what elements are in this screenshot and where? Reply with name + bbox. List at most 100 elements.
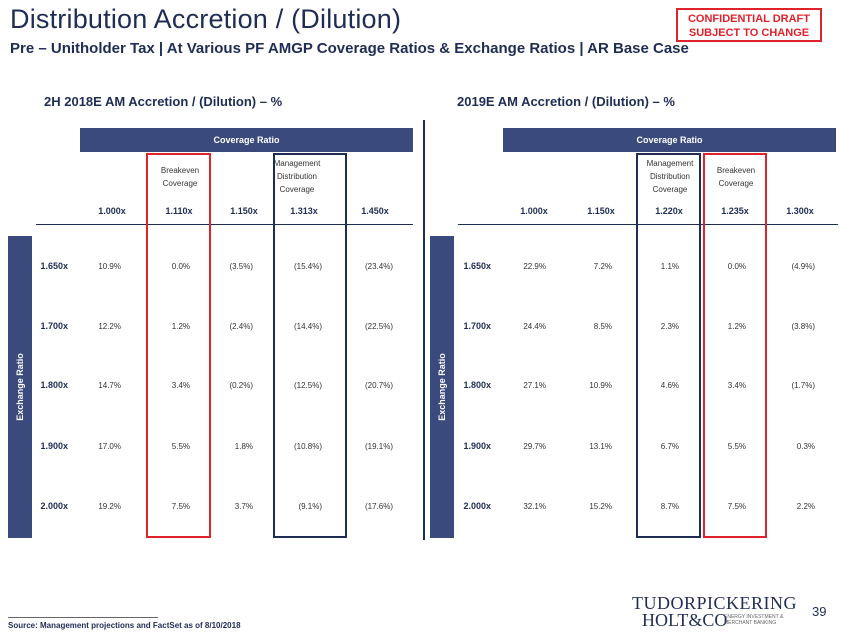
left-row-label: 1.650x	[40, 261, 68, 271]
left-cell: 1.2%	[171, 322, 190, 331]
left-cell: 5.5%	[171, 442, 190, 451]
left-cell: (20.7%)	[364, 381, 393, 390]
left-cell: (15.4%)	[293, 262, 322, 271]
right-management-highlight-box	[636, 153, 701, 538]
right-cell: 1.2%	[727, 322, 746, 331]
left-cell: 12.2%	[98, 322, 121, 331]
right-col-header: 1.235x	[721, 206, 749, 216]
right-cell: 2.3%	[660, 322, 679, 331]
source-note: Source: Management projections and FactS…	[8, 621, 241, 630]
right-cell: (4.9%)	[791, 262, 815, 271]
right-cell: 1.1%	[660, 262, 679, 271]
right-header-rule	[458, 224, 838, 225]
left-col-sub-management-text: Management Distribution Coverage	[273, 159, 321, 194]
left-cell: (2.4%)	[229, 322, 253, 331]
right-col-sub-breakeven-text: Breakeven Coverage	[716, 166, 756, 188]
right-cell: 24.4%	[523, 322, 546, 331]
right-cell: 8.7%	[660, 502, 679, 511]
left-col-sub-breakeven-text: Breakeven Coverage	[160, 166, 200, 188]
right-col-header: 1.300x	[786, 206, 814, 216]
left-col-header: 1.450x	[361, 206, 389, 216]
left-cell: (9.1%)	[298, 502, 322, 511]
left-exchange-ratio-label: Exchange Ratio	[15, 353, 25, 421]
panel-divider	[423, 120, 425, 540]
page-subtitle: Pre – Unitholder Tax | At Various PF AMG…	[10, 40, 689, 57]
left-panel-title: 2H 2018E AM Accretion / (Dilution) – %	[44, 94, 283, 109]
left-col-header: 1.110x	[165, 206, 193, 216]
right-row-label: 1.700x	[463, 321, 491, 331]
right-cell: 13.1%	[589, 442, 612, 451]
right-breakeven-highlight-box	[703, 153, 767, 538]
left-col-header: 1.000x	[98, 206, 126, 216]
right-coverage-header: Coverage Ratio	[503, 128, 836, 152]
right-row-label: 1.800x	[463, 380, 491, 390]
left-cell: 0.0%	[171, 262, 190, 271]
logo-line-1: TUDORPICKERING	[632, 593, 798, 613]
left-cell: (19.1%)	[364, 442, 393, 451]
left-cell: 10.9%	[98, 262, 121, 271]
right-cell: 6.7%	[660, 442, 679, 451]
right-panel-title: 2019E AM Accretion / (Dilution) – %	[457, 94, 675, 109]
left-cell: 14.7%	[98, 381, 121, 390]
right-row-label: 2.000x	[463, 501, 491, 511]
right-cell: 0.0%	[727, 262, 746, 271]
logo-tagline: ENERGY INVESTMENT & MERCHANT BANKING	[724, 614, 784, 626]
right-col-sub-management: Management Distribution Coverage	[635, 157, 705, 196]
left-col-sub-breakeven: Breakeven Coverage	[145, 164, 215, 190]
page-title: Distribution Accretion / (Dilution)	[10, 4, 402, 34]
left-cell: (3.5%)	[229, 262, 253, 271]
right-cell: 7.2%	[593, 262, 612, 271]
left-coverage-header: Coverage Ratio	[80, 128, 413, 152]
right-col-sub-breakeven: Breakeven Coverage	[701, 164, 771, 190]
left-col-header: 1.313x	[290, 206, 318, 216]
right-col-header: 1.000x	[520, 206, 548, 216]
left-cell: 7.5%	[171, 502, 190, 511]
company-logo: TUDORPICKERING HOLT&CO ENERGY INVESTMENT…	[632, 593, 802, 631]
right-exchange-ratio-label: Exchange Ratio	[437, 353, 447, 421]
left-col-header: 1.150x	[230, 206, 258, 216]
logo-line-2: HOLT&CO	[642, 610, 728, 630]
right-cell: 3.4%	[727, 381, 746, 390]
right-cell: 27.1%	[523, 381, 546, 390]
left-col-sub-management: Management Distribution Coverage	[262, 157, 332, 196]
left-cell: 19.2%	[98, 502, 121, 511]
left-header-rule	[36, 224, 413, 225]
right-col-header: 1.150x	[587, 206, 615, 216]
left-management-highlight-box	[273, 153, 347, 538]
left-row-label: 1.900x	[40, 441, 68, 451]
left-row-label: 2.000x	[40, 501, 68, 511]
source-rule	[8, 617, 158, 618]
left-row-label: 1.800x	[40, 380, 68, 390]
right-cell: 4.6%	[660, 381, 679, 390]
right-cell: 10.9%	[589, 381, 612, 390]
left-row-label: 1.700x	[40, 321, 68, 331]
right-cell: 0.3%	[796, 442, 815, 451]
right-cell: 32.1%	[523, 502, 546, 511]
right-row-label: 1.900x	[463, 441, 491, 451]
left-cell: 1.8%	[234, 442, 253, 451]
right-row-label: 1.650x	[463, 261, 491, 271]
page-number: 39	[812, 604, 827, 619]
right-cell: 22.9%	[523, 262, 546, 271]
right-cell: (3.8%)	[791, 322, 815, 331]
left-cell: (12.5%)	[293, 381, 322, 390]
left-cell: (22.5%)	[364, 322, 393, 331]
right-cell: 2.2%	[796, 502, 815, 511]
left-cell: (10.8%)	[293, 442, 322, 451]
right-cell: 15.2%	[589, 502, 612, 511]
left-cell: 17.0%	[98, 442, 121, 451]
right-exchange-ratio-bar: Exchange Ratio	[430, 236, 454, 538]
left-cell: (14.4%)	[293, 322, 322, 331]
confidential-stamp: CONFIDENTIAL DRAFT SUBJECT TO CHANGE	[676, 8, 822, 42]
left-cell: (0.2%)	[229, 381, 253, 390]
left-cell: 3.4%	[171, 381, 190, 390]
confidential-stamp-text: CONFIDENTIAL DRAFT SUBJECT TO CHANGE	[687, 13, 810, 39]
right-cell: 7.5%	[727, 502, 746, 511]
right-cell: 5.5%	[727, 442, 746, 451]
left-breakeven-highlight-box	[146, 153, 211, 538]
right-cell: 29.7%	[523, 442, 546, 451]
right-cell: (1.7%)	[791, 381, 815, 390]
right-col-header: 1.220x	[655, 206, 683, 216]
left-cell: (17.6%)	[364, 502, 393, 511]
left-cell: 3.7%	[234, 502, 253, 511]
